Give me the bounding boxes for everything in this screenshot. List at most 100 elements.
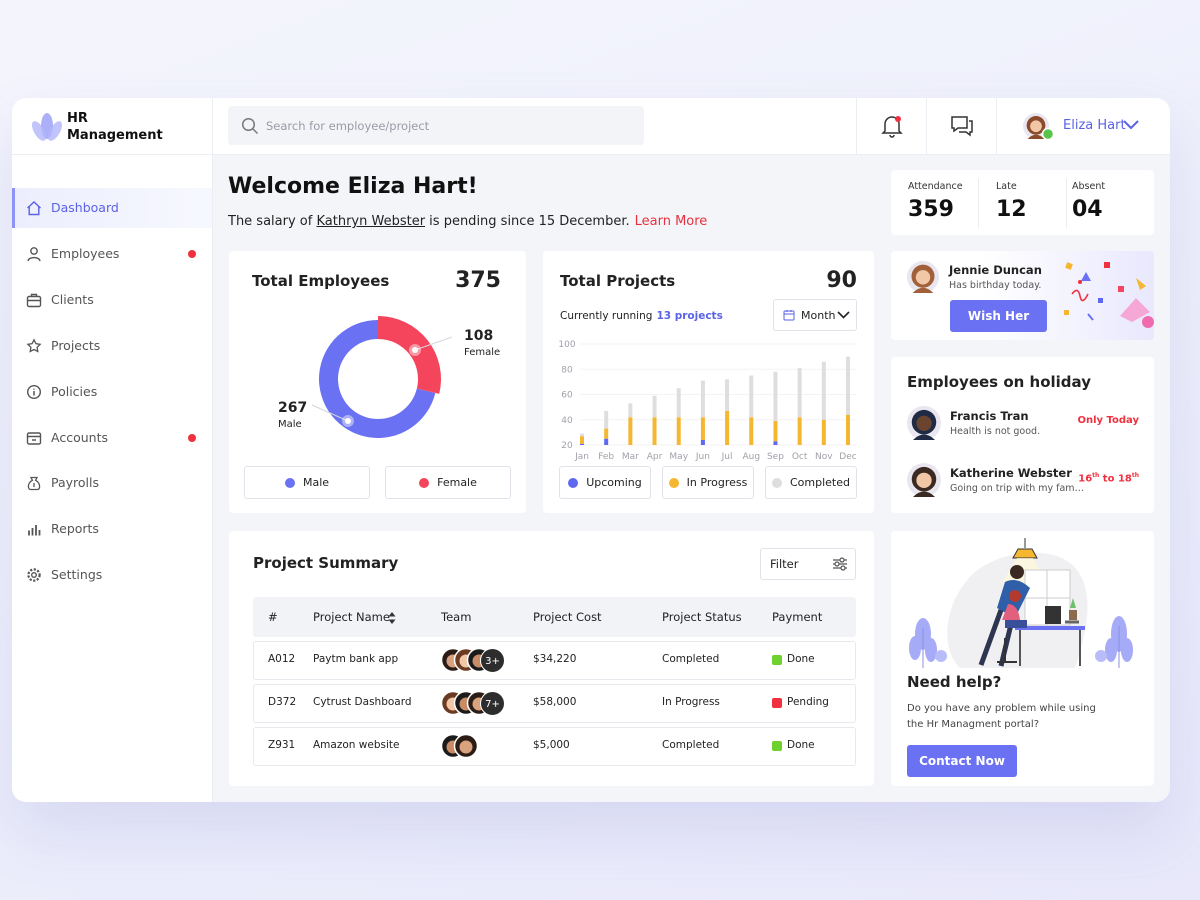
bar-segment <box>652 395 657 418</box>
avatar <box>907 261 939 293</box>
payment-dot <box>772 655 782 665</box>
nav-badge <box>188 433 196 442</box>
date-text: th <box>1092 472 1100 479</box>
bar-segment <box>580 443 584 445</box>
nav-icon-part <box>27 435 41 441</box>
employee-link[interactable]: Kathryn Webster <box>316 214 426 229</box>
data-label-category: Female <box>464 347 501 358</box>
dropdown-chevron-part <box>1123 120 1139 130</box>
dropdown-chevron-part <box>837 311 850 319</box>
search-icon-part <box>252 128 259 135</box>
nav-icon <box>27 568 41 582</box>
table-row <box>253 727 856 766</box>
wish-button[interactable]: Wish Her <box>950 300 1047 332</box>
nav-icon-part <box>30 246 38 255</box>
search-box[interactable] <box>228 106 644 145</box>
chart-title: Total Employees <box>252 272 390 290</box>
column-header: Project Cost <box>533 610 602 624</box>
learn-more-link[interactable]: Learn More <box>634 214 708 229</box>
nav-item[interactable]: Settings <box>51 567 103 583</box>
messages-icon-part <box>951 116 968 133</box>
divider <box>996 98 997 155</box>
x-tick-label: Aug <box>742 452 760 462</box>
bar-segment <box>773 441 778 445</box>
project-name: Amazon website <box>313 739 400 751</box>
bar-segment <box>821 419 826 445</box>
divider <box>1066 178 1067 228</box>
nav-icon-part <box>30 572 37 579</box>
project-status: Completed <box>662 739 720 751</box>
project-name: Cytrust Dashboard <box>313 696 412 708</box>
x-tick-label: Oct <box>792 452 808 462</box>
x-tick-label: Nov <box>815 452 833 462</box>
help-illustration-part <box>1105 638 1117 662</box>
pointer-dot <box>412 347 418 353</box>
pointer-dot <box>345 418 351 424</box>
user-name[interactable]: Eliza Hart <box>1063 118 1126 133</box>
notification-icon[interactable] <box>881 114 903 138</box>
period-dropdown[interactable] <box>773 299 857 331</box>
nav-item[interactable]: Dashboard <box>51 200 119 215</box>
nav-icon-part <box>26 384 42 399</box>
help-illustration-part <box>935 650 947 662</box>
nav-item[interactable]: Payrolls <box>51 475 100 491</box>
messages-icon[interactable] <box>950 115 974 137</box>
filter-button[interactable] <box>760 548 856 580</box>
online-dot <box>1041 127 1055 141</box>
nav-item[interactable]: Policies <box>51 383 98 399</box>
divider <box>212 98 213 155</box>
help-illustration-part <box>1070 598 1076 608</box>
help-illustration-part <box>1121 638 1133 662</box>
legend-button[interactable]: Completed <box>765 466 857 499</box>
legend-button[interactable]: Female <box>385 466 511 499</box>
nav-item[interactable]: Clients <box>51 291 94 307</box>
bar-segment <box>821 361 826 420</box>
nav-item[interactable]: Projects <box>51 337 101 353</box>
x-tick-label: Feb <box>598 452 614 462</box>
card-title: Need help? <box>907 673 1002 691</box>
date-text: to <box>1099 473 1118 485</box>
x-tick-label: May <box>669 452 688 462</box>
nav-icon-part <box>27 477 41 491</box>
team-more: 7+ <box>480 691 505 716</box>
y-tick-label: 60 <box>561 391 573 401</box>
legend-button[interactable]: In Progress <box>662 466 754 499</box>
bar-segment <box>580 433 584 437</box>
bar-segment <box>725 379 730 411</box>
payment-dot <box>772 698 782 708</box>
welcome-title: Welcome Eliza Hart! <box>228 174 478 199</box>
bar-segment <box>676 388 681 418</box>
nav-icon <box>27 477 41 491</box>
nav-icon-part <box>27 293 41 301</box>
dropdown-chevron <box>1123 120 1139 130</box>
logo-part <box>48 121 62 141</box>
birthday-name: Jennie Duncan <box>949 263 1042 277</box>
data-label: 108 <box>464 328 494 344</box>
legend-button[interactable]: Upcoming <box>559 466 651 499</box>
confetti-part <box>1087 313 1094 321</box>
nav-icon-part <box>27 201 41 216</box>
confetti-part <box>1118 286 1124 292</box>
bar-segment <box>797 367 802 418</box>
bar-segment <box>749 417 754 445</box>
confetti-part <box>1120 298 1150 322</box>
chart-total: 375 <box>455 268 501 293</box>
contact-button[interactable]: Contact Now <box>907 745 1017 777</box>
date-text: th <box>1131 472 1139 479</box>
nav-item[interactable]: Employees <box>51 245 120 261</box>
nav-item[interactable]: Reports <box>51 521 99 537</box>
team-avatar <box>453 733 479 759</box>
y-tick-label: 100 <box>558 340 575 350</box>
divider <box>926 98 927 155</box>
nav-item[interactable]: Accounts <box>51 429 108 445</box>
brand-line: HR <box>67 111 88 126</box>
user-avatar <box>1023 113 1049 139</box>
help-illustration-part <box>1045 606 1061 624</box>
leader-line <box>311 404 349 422</box>
filter-icon-part <box>840 565 846 571</box>
filter-icon-part <box>834 561 840 567</box>
bar-segment <box>773 371 778 422</box>
legend-button[interactable]: Male <box>244 466 370 499</box>
stat-value: 359 <box>908 197 954 222</box>
date-text: 16 <box>1078 473 1093 485</box>
